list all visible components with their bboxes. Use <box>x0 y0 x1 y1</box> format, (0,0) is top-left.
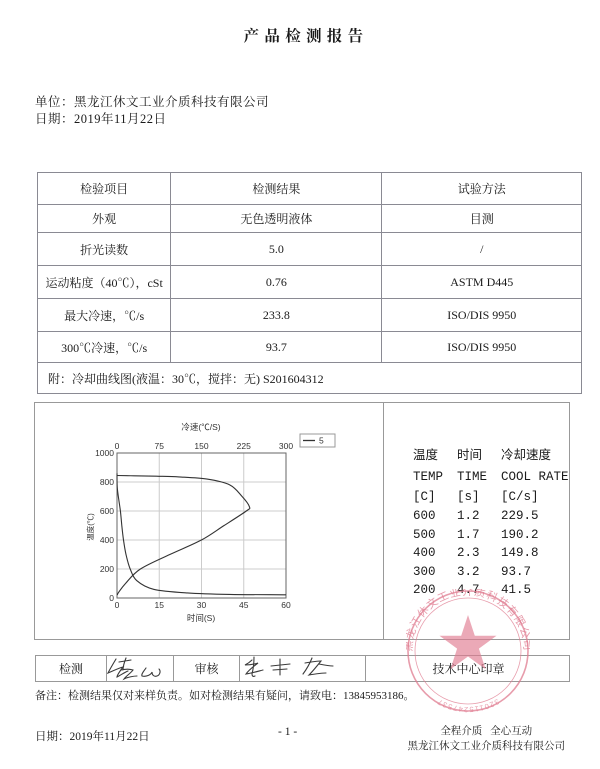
svg-text:15: 15 <box>155 600 165 610</box>
svg-text:60: 60 <box>281 600 291 610</box>
svg-text:0: 0 <box>115 600 120 610</box>
svg-text:800: 800 <box>100 477 114 487</box>
svg-text:时间(S): 时间(S) <box>187 613 216 623</box>
svg-text:600: 600 <box>100 506 114 516</box>
svg-text:225: 225 <box>237 441 251 451</box>
svg-text:1000: 1000 <box>95 448 114 458</box>
svg-text:400: 400 <box>100 535 114 545</box>
svg-text:温度(℃): 温度(℃) <box>85 513 95 541</box>
svg-text:75: 75 <box>155 441 165 451</box>
svg-text:320115247537: 320115247537 <box>435 697 501 713</box>
svg-text:45: 45 <box>239 600 249 610</box>
svg-text:200: 200 <box>100 564 114 574</box>
svg-text:0: 0 <box>109 593 114 603</box>
svg-text:300: 300 <box>279 441 293 451</box>
svg-text:150: 150 <box>194 441 208 451</box>
svg-text:冷速(℃/S): 冷速(℃/S) <box>181 422 220 432</box>
svg-text:5: 5 <box>319 436 324 446</box>
svg-text:0: 0 <box>115 441 120 451</box>
svg-text:30: 30 <box>197 600 207 610</box>
